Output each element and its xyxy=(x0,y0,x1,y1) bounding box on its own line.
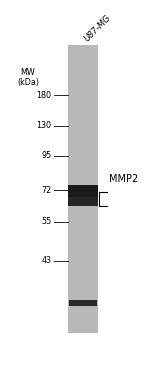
Bar xyxy=(68,199,98,201)
Bar xyxy=(68,186,98,197)
Text: 72: 72 xyxy=(41,186,51,195)
Bar xyxy=(68,198,98,200)
Text: 95: 95 xyxy=(41,151,51,160)
Text: MMP2: MMP2 xyxy=(110,174,139,184)
Text: MW
(kDa): MW (kDa) xyxy=(17,68,39,87)
Text: 43: 43 xyxy=(41,256,51,266)
Bar xyxy=(68,197,98,198)
Bar xyxy=(68,204,98,206)
Bar xyxy=(69,300,97,306)
Bar xyxy=(68,201,98,203)
Text: 130: 130 xyxy=(36,121,51,130)
Bar xyxy=(68,202,98,204)
Bar xyxy=(68,197,98,206)
Bar xyxy=(68,45,98,333)
Text: 180: 180 xyxy=(36,91,51,100)
Text: 55: 55 xyxy=(41,218,51,227)
Text: U87-MG: U87-MG xyxy=(83,13,113,43)
